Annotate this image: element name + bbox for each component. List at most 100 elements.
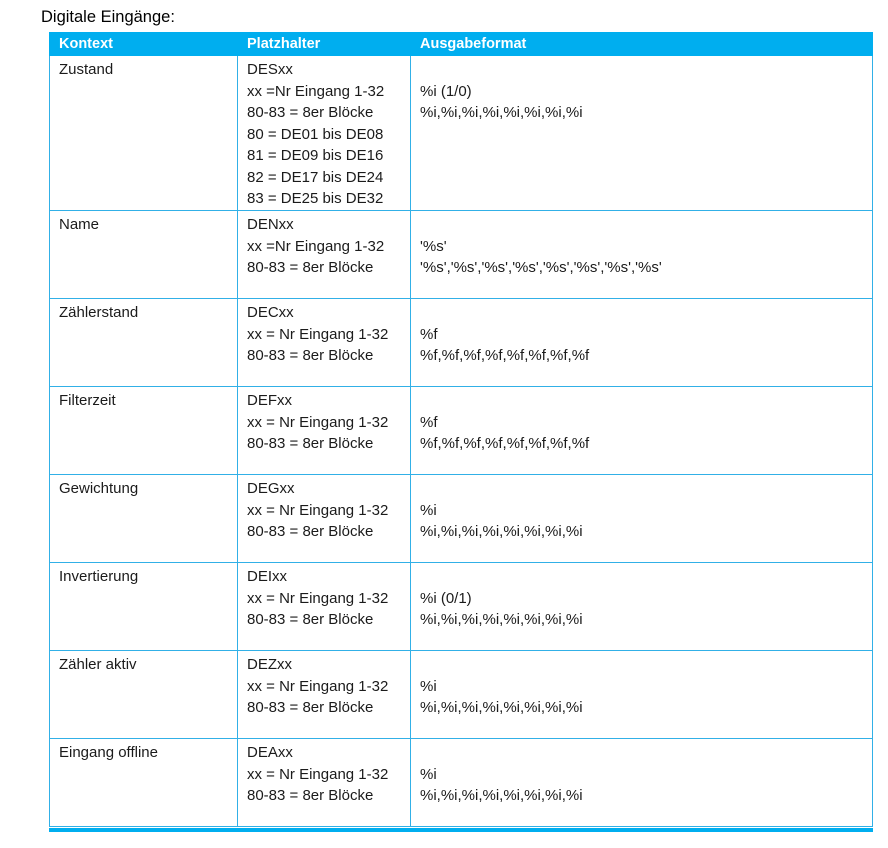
ausgabeformat-line bbox=[420, 566, 866, 588]
ausgabeformat-line: %f,%f,%f,%f,%f,%f,%f,%f bbox=[420, 435, 590, 452]
platzhalter-line: 80 = DE01 bis DE08 bbox=[247, 125, 384, 143]
ausgabeformat-line: %i,%i,%i,%i,%i,%i,%i,%i bbox=[420, 104, 583, 121]
ausgabeformat-line: %i,%i,%i,%i,%i,%i,%i,%i bbox=[420, 699, 583, 716]
ausgabeformat-line: %i bbox=[420, 765, 437, 783]
ausgabeformat-cell: %i %i,%i,%i,%i,%i,%i,%i,%i bbox=[411, 475, 872, 562]
kontext-label: Filterzeit bbox=[59, 392, 116, 409]
kontext-label: Invertierung bbox=[59, 568, 139, 585]
platzhalter-line: DEAxx bbox=[247, 744, 293, 761]
platzhalter-cell: DEGxx xx = Nr Eingang 1-32 80-83 = 8er Blö… bbox=[238, 475, 411, 562]
platzhalter-line: DEZxx bbox=[247, 656, 292, 673]
kontext-cell: Zustand bbox=[50, 56, 238, 210]
ausgabeformat-line: %i,%i,%i,%i,%i,%i,%i,%i bbox=[420, 611, 583, 628]
platzhalter-line: 80-83 = 8er Blöcke bbox=[247, 259, 374, 276]
column-header-ausgabeformat: Ausgabeformat bbox=[420, 36, 527, 52]
ausgabeformat-cell: '%s' '%s','%s','%s','%s','%s','%s','%s','… bbox=[411, 211, 872, 298]
ausgabeformat-cell: %f %f,%f,%f,%f,%f,%f,%f,%f bbox=[411, 387, 872, 474]
platzhalter-line: xx = Nr Eingang 1-32 bbox=[247, 413, 389, 431]
ausgabeformat-line bbox=[420, 478, 866, 500]
ausgabeformat-line bbox=[420, 59, 866, 81]
platzhalter-line: 80-83 = 8er Blöcke bbox=[247, 347, 374, 364]
platzhalter-line: DEGxx bbox=[247, 480, 295, 497]
platzhalter-cell: DEFxx xx = Nr Eingang 1-32 80-83 = 8er Blö… bbox=[238, 387, 411, 474]
table-row: Gewichtung DEGxx xx = Nr Eingang 1-32 80-83… bbox=[50, 475, 872, 563]
platzhalter-line: 80-83 = 8er Blöcke bbox=[247, 435, 374, 452]
platzhalter-cell: DEAxx xx = Nr Eingang 1-32 80-83 = 8er Blö… bbox=[238, 739, 411, 826]
platzhalter-line: DEFxx bbox=[247, 392, 292, 409]
ausgabeformat-line: '%s' bbox=[420, 237, 447, 255]
page-title: Digitale Eingänge: bbox=[41, 8, 175, 26]
kontext-cell: Zählerstand bbox=[50, 299, 238, 386]
platzhalter-cell: DEZxx xx = Nr Eingang 1-32 80-83 = 8er Blö… bbox=[238, 651, 411, 738]
ausgabeformat-line bbox=[420, 742, 866, 764]
table-row: Filterzeit DEFxx xx = Nr Eingang 1-32 80-83… bbox=[50, 387, 872, 475]
platzhalter-cell: DEIxx xx = Nr Eingang 1-32 80-83 = 8er Blö… bbox=[238, 563, 411, 650]
column-header-kontext: Kontext bbox=[59, 36, 113, 52]
ausgabeformat-line: %i bbox=[420, 501, 437, 519]
platzhalter-cell: DENxx xx =Nr Eingang 1-32 80-83 = 8er Blöc… bbox=[238, 211, 411, 298]
kontext-label: Eingang offline bbox=[59, 744, 158, 761]
ausgabeformat-line bbox=[420, 302, 866, 324]
table-body: Zustand DESxx xx =Nr Eingang 1-32 80-83 = 8… bbox=[49, 56, 873, 827]
platzhalter-line: 80-83 = 8er Blöcke bbox=[247, 523, 374, 540]
platzhalter-line: 82 = DE17 bis DE24 bbox=[247, 168, 384, 186]
platzhalter-line: xx = Nr Eingang 1-32 bbox=[247, 677, 389, 695]
table-row: Zählerstand DECxx xx = Nr Eingang 1-32 80-8… bbox=[50, 299, 872, 387]
kontext-cell: Zähler aktiv bbox=[50, 651, 238, 738]
ausgabeformat-line: %f,%f,%f,%f,%f,%f,%f,%f bbox=[420, 347, 590, 364]
ausgabeformat-line: %i bbox=[420, 677, 437, 695]
ausgabeformat-cell: %f %f,%f,%f,%f,%f,%f,%f,%f bbox=[411, 299, 872, 386]
table-row: Invertierung DEIxx xx = Nr Eingang 1-32 80-… bbox=[50, 563, 872, 651]
kontext-cell: Invertierung bbox=[50, 563, 238, 650]
ausgabeformat-line bbox=[420, 390, 866, 412]
kontext-label: Zustand bbox=[59, 61, 114, 78]
column-header-platzhalter: Platzhalter bbox=[247, 36, 321, 52]
platzhalter-line: xx =Nr Eingang 1-32 bbox=[247, 237, 385, 255]
table-header-row: Kontext Platzhalter Ausgabeformat bbox=[49, 32, 873, 56]
ausgabeformat-cell: %i %i,%i,%i,%i,%i,%i,%i,%i bbox=[411, 651, 872, 738]
ausgabeformat-line: %i (1/0) bbox=[420, 82, 472, 100]
ausgabeformat-line: %i,%i,%i,%i,%i,%i,%i,%i bbox=[420, 523, 583, 540]
table-bottom-border bbox=[49, 828, 873, 832]
platzhalter-line: xx = Nr Eingang 1-32 bbox=[247, 325, 389, 343]
kontext-label: Name bbox=[59, 216, 100, 233]
table-row: Name DENxx xx =Nr Eingang 1-32 80-83 = 8er … bbox=[50, 211, 872, 299]
platzhalter-line: 80-83 = 8er Blöcke bbox=[247, 104, 374, 121]
platzhalter-line: DEIxx bbox=[247, 568, 288, 585]
platzhalter-cell: DECxx xx = Nr Eingang 1-32 80-83 = 8er Blö… bbox=[238, 299, 411, 386]
platzhalter-line: xx = Nr Eingang 1-32 bbox=[247, 765, 389, 783]
ausgabeformat-line: %i (0/1) bbox=[420, 589, 472, 607]
table-row: Zähler aktiv DEZxx xx = Nr Eingang 1-32 80-… bbox=[50, 651, 872, 739]
ausgabeformat-cell: %i (1/0) %i,%i,%i,%i,%i,%i,%i,%i bbox=[411, 56, 872, 210]
kontext-label: Zählerstand bbox=[59, 304, 139, 321]
kontext-cell: Name bbox=[50, 211, 238, 298]
ausgabeformat-line: %f bbox=[420, 413, 438, 431]
platzhalter-line: xx =Nr Eingang 1-32 bbox=[247, 82, 385, 100]
platzhalter-line: 81 = DE09 bis DE16 bbox=[247, 147, 384, 164]
ausgabeformat-cell: %i %i,%i,%i,%i,%i,%i,%i,%i bbox=[411, 739, 872, 826]
ausgabeformat-line: %i,%i,%i,%i,%i,%i,%i,%i bbox=[420, 787, 583, 804]
platzhalter-line: 80-83 = 8er Blöcke bbox=[247, 611, 374, 628]
platzhalter-line: DENxx bbox=[247, 216, 294, 233]
kontext-label: Gewichtung bbox=[59, 480, 139, 497]
platzhalter-cell: DESxx xx =Nr Eingang 1-32 80-83 = 8er Blöc… bbox=[238, 56, 411, 210]
kontext-cell: Eingang offline bbox=[50, 739, 238, 826]
platzhalter-line: 80-83 = 8er Blöcke bbox=[247, 787, 374, 804]
table-row: Eingang offline DEAxx xx = Nr Eingang 1-32… bbox=[50, 739, 872, 827]
digital-inputs-table: Kontext Platzhalter Ausgabeformat Zustan… bbox=[49, 32, 873, 832]
platzhalter-line: DECxx bbox=[247, 304, 294, 321]
ausgabeformat-line: '%s','%s','%s','%s','%s','%s','%s','%s' bbox=[420, 259, 662, 276]
platzhalter-line: 83 = DE25 bis DE32 bbox=[247, 190, 384, 207]
platzhalter-line: xx = Nr Eingang 1-32 bbox=[247, 501, 389, 519]
platzhalter-line: DESxx bbox=[247, 61, 293, 78]
kontext-label: Zähler aktiv bbox=[59, 656, 137, 673]
platzhalter-line: 80-83 = 8er Blöcke bbox=[247, 699, 374, 716]
ausgabeformat-line: %f bbox=[420, 325, 438, 343]
ausgabeformat-cell: %i (0/1) %i,%i,%i,%i,%i,%i,%i,%i bbox=[411, 563, 872, 650]
ausgabeformat-line bbox=[420, 214, 866, 236]
platzhalter-line: xx = Nr Eingang 1-32 bbox=[247, 589, 389, 607]
ausgabeformat-line bbox=[420, 654, 866, 676]
kontext-cell: Filterzeit bbox=[50, 387, 238, 474]
kontext-cell: Gewichtung bbox=[50, 475, 238, 562]
table-row: Zustand DESxx xx =Nr Eingang 1-32 80-83 = 8… bbox=[50, 56, 872, 211]
